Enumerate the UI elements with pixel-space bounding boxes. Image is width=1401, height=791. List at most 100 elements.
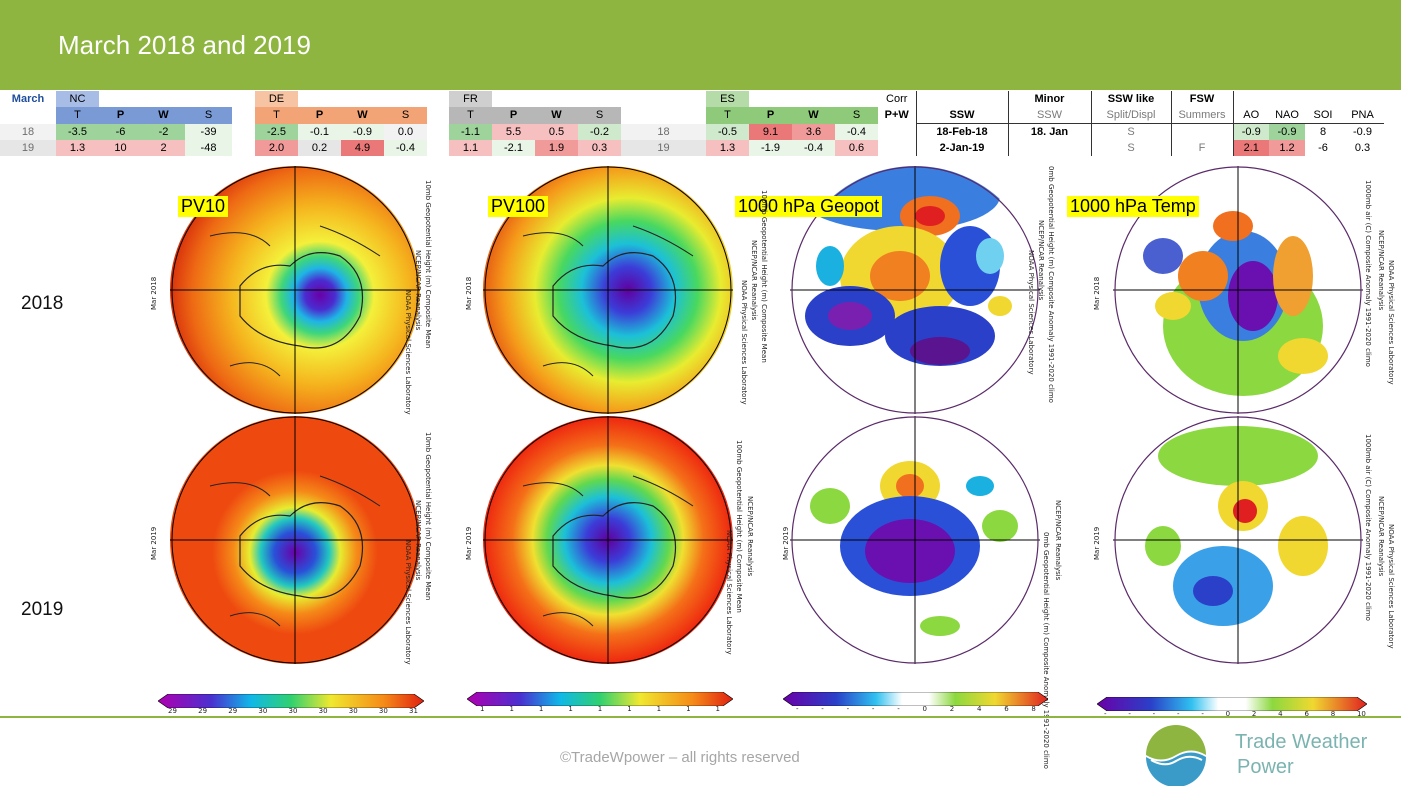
value-cell: -1.1 xyxy=(449,123,492,140)
map-pv10-2019 xyxy=(170,416,420,664)
value-cell: -0.9 xyxy=(341,123,384,140)
year-cell: 18 xyxy=(0,123,56,140)
map-date: Mar 2019 xyxy=(782,526,790,560)
minor-header: Minor xyxy=(1007,91,1091,107)
region-fr: FR xyxy=(449,91,492,107)
col-header: S xyxy=(384,107,427,124)
row-label-2019: 2019 xyxy=(21,599,64,620)
ssw-subheader: Summers xyxy=(1170,107,1233,124)
colorbar-geopot xyxy=(783,692,1048,706)
year-cell: 18 xyxy=(621,123,706,140)
value-cell: 10 xyxy=(99,140,142,156)
col-header: T xyxy=(449,107,492,124)
map-date: Mar 2018 xyxy=(150,276,158,310)
value-cell: 1.3 xyxy=(56,140,99,156)
side-title: 10mb Geopotential Height (m) Composite M… xyxy=(424,432,432,601)
value-cell: 0.3 xyxy=(578,140,621,156)
trade-weather-power-logo-icon xyxy=(1145,724,1207,787)
ssw-date: 18-Feb-18 xyxy=(915,123,1008,140)
value-cell: -0.1 xyxy=(298,123,341,140)
index-value: 0.3 xyxy=(1354,142,1371,154)
brand-line-2: Power xyxy=(1237,756,1294,778)
map-temp-2018 xyxy=(1113,166,1363,414)
value-cell: 3.6 xyxy=(792,123,835,140)
region-nc: NC xyxy=(56,91,99,107)
brand-name: Trade Weather Power xyxy=(1235,730,1367,780)
index-value: -6 xyxy=(1318,142,1328,154)
index-value: -0.9 xyxy=(1269,123,1305,140)
year-cell: 19 xyxy=(0,140,56,156)
colorbar-temp xyxy=(1097,697,1367,711)
col-header: S xyxy=(185,107,232,124)
colorbar-ticks-pv10: 29 29 29 30 30 30 30 30 31 xyxy=(168,707,418,715)
map-date: Mar 2019 xyxy=(1093,526,1101,560)
index-header: PNA xyxy=(1351,109,1374,121)
table-row: 18 -3.5 -6 -2 -39 -2.5 -0.1 -0.9 0.0 -1.… xyxy=(0,123,1384,140)
ssw-subheader: Split/Displ xyxy=(1090,107,1171,124)
index-value: -0.9 xyxy=(1341,123,1384,140)
row-label-2018: 2018 xyxy=(21,293,64,314)
fsw-value xyxy=(1170,123,1233,140)
side-source: NCEP/NCAR Reanalysis xyxy=(1377,230,1385,311)
map-pv100-2019 xyxy=(483,416,733,664)
side-source: NCEP/NCAR Reanalysis xyxy=(414,500,422,581)
value-cell: -0.4 xyxy=(835,123,878,140)
col-header: S xyxy=(835,107,878,124)
footer-divider xyxy=(0,716,1401,718)
col-header: W xyxy=(142,107,185,124)
index-value: 2.1 xyxy=(1232,140,1269,156)
value-cell: 1.3 xyxy=(706,140,749,156)
col-header: T xyxy=(255,107,298,124)
side-lab: NOAA Physical Sciences Laboratory xyxy=(404,290,412,415)
fsw-value: F xyxy=(1170,140,1233,156)
value-cell: 0.0 xyxy=(384,123,427,140)
col-header: W xyxy=(341,107,384,124)
value-cell: -6 xyxy=(99,123,142,140)
ssw-like-value: S xyxy=(1090,123,1171,140)
col-header: P xyxy=(492,107,535,124)
value-cell: 9.1 xyxy=(749,123,792,140)
map-label-geopot: 1000 hPa Geopot xyxy=(735,196,883,217)
side-title: 0mb Geopotential Height (m) Composite An… xyxy=(1047,166,1055,403)
value-cell: -1.9 xyxy=(749,140,792,156)
value-cell: 0.5 xyxy=(535,123,578,140)
map-label-temp: 1000 hPa Temp xyxy=(1067,196,1199,217)
value-cell: -39 xyxy=(185,123,232,140)
col-header: T xyxy=(706,107,749,124)
map-label-pv100: PV100 xyxy=(488,196,549,217)
map-geopot-2019 xyxy=(790,416,1040,664)
value-cell: 5.5 xyxy=(492,123,535,140)
value-cell: -2.1 xyxy=(492,140,535,156)
map-date: Mar 2018 xyxy=(465,276,473,310)
stats-table: March NC DE FR ES Corr Minor SSW like FS… xyxy=(0,91,1384,156)
value-cell: -0.5 xyxy=(706,123,749,140)
title-banner: March 2018 and 2019 xyxy=(0,0,1401,90)
value-cell: 0.6 xyxy=(835,140,878,156)
brand-line-1: Trade Weather xyxy=(1235,731,1368,753)
map-date: Mar 2019 xyxy=(150,526,158,560)
region-es: ES xyxy=(706,91,749,107)
value-cell: -2.5 xyxy=(255,123,298,140)
corr-label: Corr xyxy=(886,93,908,105)
side-title: 0mb Geopotential Height (m) Composite An… xyxy=(1042,532,1050,769)
side-title: 1000mb air (C) Composite Anomaly 1991-20… xyxy=(1364,434,1372,621)
side-lab: NOAA Physical Sciences Laboratory xyxy=(1387,524,1395,649)
side-lab: NOAA Physical Sciences Laboratory xyxy=(740,280,748,405)
index-value: 8 xyxy=(1305,123,1341,140)
table-row: 19 1.3 10 2 -48 2.0 0.2 4.9 -0.4 1.1 -2.… xyxy=(0,140,1384,156)
map-date: Mar 2018 xyxy=(1093,276,1101,310)
col-header: W xyxy=(792,107,835,124)
side-title: 100mb Geopotential Height (m) Composite … xyxy=(735,440,743,613)
value-cell: -0.4 xyxy=(792,140,835,156)
side-lab: NOAA Physical Sciences Laboratory xyxy=(1387,260,1395,385)
value-cell: 1.9 xyxy=(535,140,578,156)
ssw-like-value: S xyxy=(1090,140,1171,156)
ssw-header: SSW xyxy=(915,107,1008,124)
side-lab: NOAA Physical Sciences Laboratory xyxy=(725,530,733,655)
map-temp-2019 xyxy=(1113,416,1363,664)
map-geopot-2018 xyxy=(790,166,1040,414)
ssw-subheader: SSW xyxy=(1007,107,1091,124)
